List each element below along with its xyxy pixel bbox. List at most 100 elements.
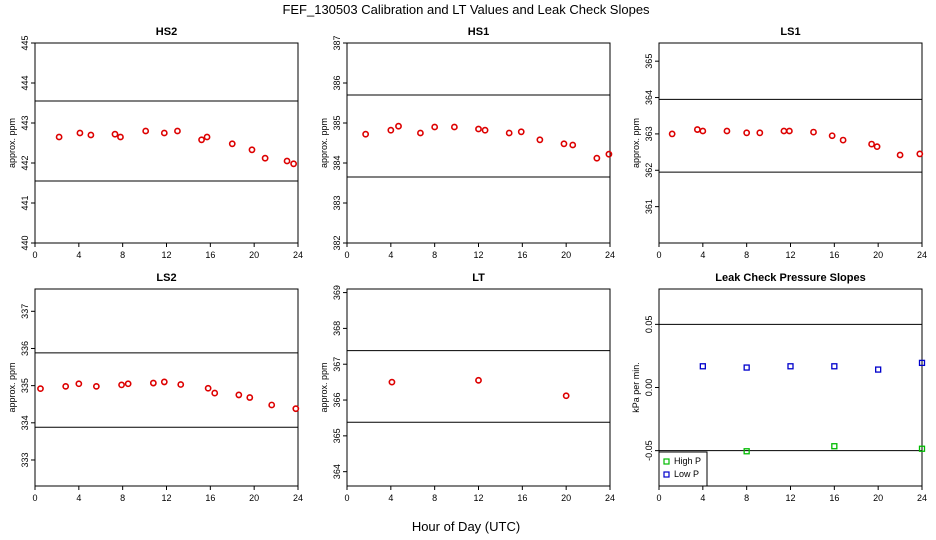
data-point [605, 150, 613, 158]
y-tick-label: 387 [332, 35, 342, 50]
x-tick-label: 8 [432, 250, 437, 260]
data-point [699, 127, 707, 135]
x-tick-label: 8 [120, 493, 125, 503]
panel-title: HS2 [156, 26, 177, 38]
y-tick-label: 362 [644, 163, 654, 178]
y-axis-label: kPa per min. [631, 362, 641, 413]
x-tick-label: 16 [517, 250, 527, 260]
series-1 [362, 122, 613, 162]
legend: High P Low P [658, 451, 708, 487]
y-tick-label: 442 [20, 155, 30, 170]
x-tick-label: 20 [873, 493, 883, 503]
x-tick-label: 24 [917, 493, 927, 503]
data-point [786, 127, 793, 135]
data-point [160, 378, 168, 386]
data-point [896, 151, 904, 159]
data-point [55, 133, 63, 141]
y-tick-label: 445 [20, 35, 30, 50]
y-tick-label: 0.00 [644, 379, 654, 397]
data-point [87, 131, 95, 139]
data-point [388, 378, 396, 386]
data-point [248, 146, 256, 154]
data-point [142, 127, 150, 135]
data-point [211, 389, 219, 397]
panel-title: Leak Check Pressure Slopes [715, 272, 865, 284]
y-tick-label: 440 [20, 235, 30, 250]
y-tick-label: 364 [332, 464, 342, 479]
plot-frame [346, 288, 611, 487]
data-point [560, 140, 568, 148]
plot-frame [34, 42, 299, 244]
data-point [780, 127, 788, 135]
panel-title: LT [472, 272, 485, 284]
data-point [828, 132, 836, 140]
data-point [787, 363, 794, 370]
figure-title: FEF_130503 Calibration and LT Values and… [282, 2, 650, 17]
y-tick-label: 443 [20, 115, 30, 130]
data-point [362, 130, 370, 138]
data-point [839, 136, 847, 144]
series-1 [388, 376, 570, 400]
x-tick-label: 16 [205, 493, 215, 503]
data-point [37, 385, 44, 393]
x-tick-label: 0 [656, 250, 661, 260]
x-tick-label: 24 [605, 493, 615, 503]
data-point [699, 363, 706, 370]
legend-marker [663, 458, 670, 465]
y-tick-label: 0.05 [644, 316, 654, 334]
x-tick-label: 4 [700, 250, 705, 260]
data-point [505, 129, 513, 137]
data-point [431, 123, 439, 131]
x-tick-label: 12 [161, 493, 171, 503]
data-point [92, 382, 100, 390]
data-point [831, 363, 838, 370]
data-point [76, 129, 84, 137]
data-point [868, 140, 875, 148]
y-tick-label: 385 [332, 115, 342, 130]
data-point [475, 376, 482, 384]
y-tick-label: 444 [20, 75, 30, 90]
y-tick-label: 384 [332, 155, 342, 170]
data-point [124, 380, 132, 388]
x-tick-label: 20 [561, 250, 571, 260]
data-point [235, 391, 243, 399]
data-point [290, 160, 298, 168]
legend-box [658, 451, 708, 487]
data-point [268, 401, 276, 409]
series-1 [668, 126, 924, 159]
y-tick-label: 368 [332, 321, 342, 336]
legend-marker [663, 471, 670, 478]
panel-1: HS2 0 4 8 12 16 20 24 440 441 442 443 444 445 approx. … [7, 26, 303, 260]
panel-title: HS1 [468, 26, 489, 38]
y-tick-label: 366 [332, 393, 342, 408]
data-point [475, 125, 482, 133]
y-tick-label: 333 [20, 452, 30, 467]
data-point [118, 381, 125, 389]
data-point [517, 128, 525, 136]
x-tick-label: 0 [656, 493, 661, 503]
data-point [177, 381, 185, 388]
y-tick-label: 369 [332, 285, 342, 300]
plot-frame [34, 288, 299, 487]
legend-label: Low P [674, 469, 699, 479]
data-point [723, 127, 731, 135]
data-point [875, 366, 882, 373]
data-point [831, 443, 838, 450]
y-axis-label: approx. ppm [319, 118, 329, 168]
panel-6: Leak Check Pressure Slopes 0 4 8 12 16 20 24 -0.… [631, 272, 927, 503]
data-point [693, 126, 701, 133]
data-point [160, 129, 168, 137]
x-tick-label: 20 [249, 493, 259, 503]
y-tick-label: 367 [332, 357, 342, 372]
data-point [283, 157, 291, 165]
x-tick-label: 8 [432, 493, 437, 503]
panel-title: LS2 [156, 272, 176, 284]
x-tick-label: 8 [744, 250, 749, 260]
x-tick-label: 4 [700, 493, 705, 503]
data-point [246, 394, 254, 401]
figure-xlabel: Hour of Day (UTC) [412, 519, 520, 534]
x-tick-label: 24 [605, 250, 615, 260]
x-tick-label: 12 [785, 493, 795, 503]
data-point [569, 141, 577, 149]
